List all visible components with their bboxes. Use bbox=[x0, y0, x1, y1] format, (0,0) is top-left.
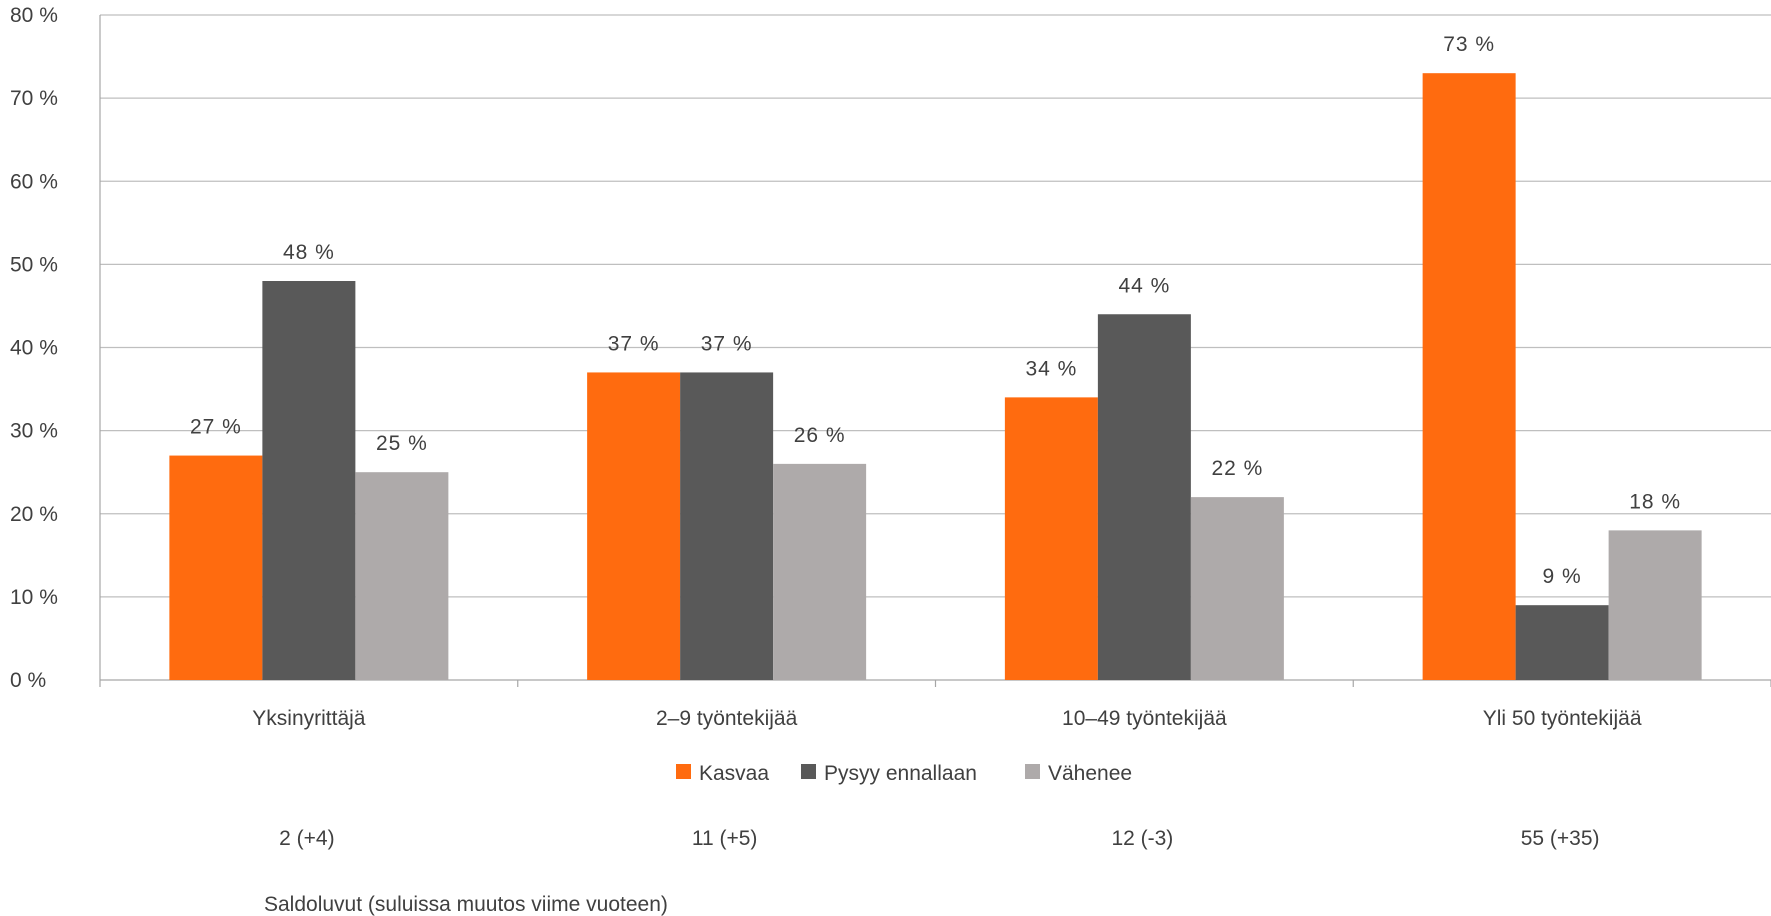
bar-vähenee bbox=[1190, 497, 1284, 680]
saldo-value: 2 (+4) bbox=[279, 827, 334, 850]
bar-kasvaa bbox=[1422, 73, 1516, 680]
y-tick-label: 0 % bbox=[10, 669, 46, 692]
bars bbox=[169, 73, 1702, 680]
y-axis: 0 % 10 % 20 % 30 % 40 % 50 % 60 % 70 % 80 % bbox=[10, 4, 101, 692]
data-label: 27 % bbox=[190, 416, 242, 439]
saldo-value: 11 (+5) bbox=[692, 827, 758, 850]
y-tick-label: 20 % bbox=[10, 503, 58, 526]
bar-pysyy-ennallaan bbox=[1515, 605, 1609, 680]
y-tick-label: 80 % bbox=[10, 4, 58, 27]
bar-kasvaa bbox=[587, 372, 681, 680]
legend-swatch bbox=[1025, 764, 1040, 779]
data-label: 37 % bbox=[701, 332, 753, 355]
data-label: 18 % bbox=[1629, 490, 1681, 513]
saldo-caption: Saldoluvut (suluissa muutos viime vuotee… bbox=[264, 893, 668, 916]
legend-label: Kasvaa bbox=[699, 762, 769, 785]
data-label: 26 % bbox=[794, 424, 846, 447]
saldo-value: 55 (+35) bbox=[1521, 827, 1600, 850]
saldo-value: 12 (-3) bbox=[1111, 827, 1173, 850]
bar-pysyy-ennallaan bbox=[262, 281, 356, 680]
bar-vähenee bbox=[1608, 530, 1702, 680]
x-category-label: 10–49 työntekijää bbox=[1062, 707, 1227, 730]
bar-vähenee bbox=[355, 472, 449, 680]
bar-pysyy-ennallaan bbox=[680, 372, 774, 680]
y-tick-label: 30 % bbox=[10, 420, 58, 443]
data-label: 34 % bbox=[1025, 357, 1077, 380]
x-category-label: 2–9 työntekijää bbox=[656, 707, 798, 730]
y-tick-label: 50 % bbox=[10, 253, 58, 276]
x-category-label: Yksinyrittäjä bbox=[252, 707, 366, 730]
legend-swatch bbox=[676, 764, 691, 779]
legend-label: Pysyy ennallaan bbox=[824, 762, 977, 785]
data-label: 48 % bbox=[283, 241, 335, 264]
y-tick-label: 60 % bbox=[10, 170, 58, 193]
data-label: 37 % bbox=[608, 332, 660, 355]
data-label: 73 % bbox=[1443, 33, 1495, 56]
bar-kasvaa bbox=[169, 455, 263, 680]
legend-swatch bbox=[801, 764, 816, 779]
data-labels: 27 % 48 % 25 % 37 % 37 % 26 % 34 % 44 % 22 % 73 %… bbox=[190, 33, 1681, 588]
y-tick-label: 40 % bbox=[10, 337, 58, 360]
legend-label: Vähenee bbox=[1048, 762, 1132, 785]
bar-pysyy-ennallaan bbox=[1097, 314, 1191, 680]
y-tick-label: 10 % bbox=[10, 586, 58, 609]
x-category-label: Yli 50 työntekijää bbox=[1483, 707, 1642, 730]
data-label: 22 % bbox=[1211, 457, 1263, 480]
data-label: 25 % bbox=[376, 432, 428, 455]
bar-kasvaa bbox=[1004, 397, 1098, 680]
y-tick-label: 70 % bbox=[10, 87, 58, 110]
bar-vähenee bbox=[773, 463, 867, 680]
x-axis: Yksinyrittäjä 2–9 työntekijää 10–49 työnte… bbox=[99, 680, 1771, 730]
legend: Kasvaa Pysyy ennallaan Vähenee bbox=[676, 762, 1132, 785]
data-label: 9 % bbox=[1543, 565, 1582, 588]
saldo-row: 2 (+4) 11 (+5) 12 (-3) 55 (+35) Saldoluvut (… bbox=[264, 827, 1600, 916]
data-label: 44 % bbox=[1118, 274, 1170, 297]
